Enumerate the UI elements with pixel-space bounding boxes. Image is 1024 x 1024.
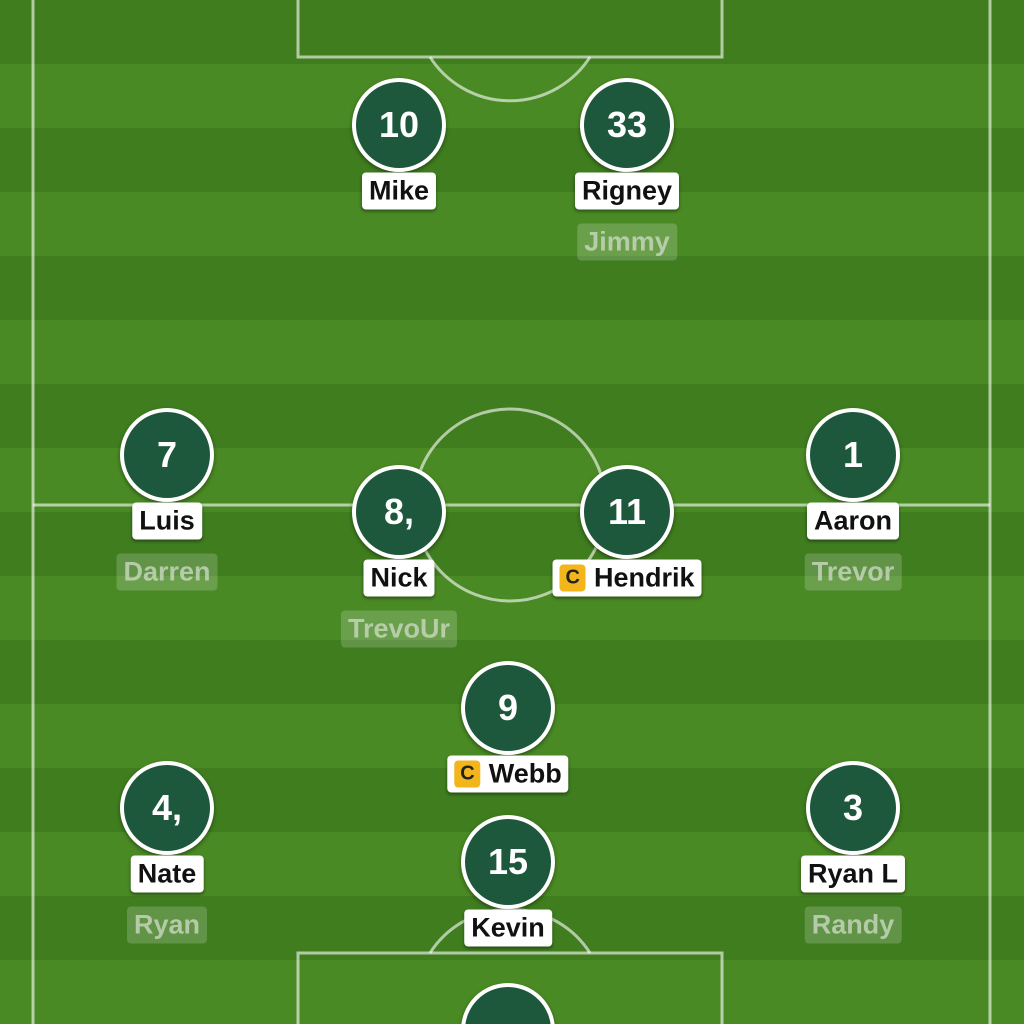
- name-text: Aaron: [813, 505, 893, 536]
- player-name: Luis: [132, 502, 202, 540]
- name-text: Rigney: [581, 175, 673, 206]
- player-number: 11: [580, 465, 674, 559]
- player-number: 9: [461, 661, 555, 755]
- name-text: Nate: [137, 858, 197, 889]
- substitute-name: Trevor: [804, 553, 902, 591]
- player-number: 10: [352, 78, 446, 172]
- penalty-box: [296, 0, 724, 59]
- player-name: Nick: [363, 559, 435, 597]
- player-number: 7: [120, 408, 214, 502]
- player-name: Rigney: [574, 172, 680, 210]
- name-text: Ryan L: [807, 858, 899, 889]
- player-number: 1: [806, 408, 900, 502]
- penalty-arc: [428, 907, 592, 954]
- player-name: Nate: [130, 855, 204, 893]
- name-text: Hendrik: [593, 562, 695, 593]
- player-name: Mike: [361, 172, 437, 210]
- name-text: Webb: [488, 758, 562, 789]
- player-number: 33: [580, 78, 674, 172]
- player-name: Ryan L: [800, 855, 906, 893]
- substitute-name: Jimmy: [577, 223, 677, 261]
- player-name: C Webb: [447, 755, 569, 793]
- captain-badge: C: [559, 564, 586, 592]
- player-number: 3: [806, 761, 900, 855]
- substitute-name: Darren: [116, 553, 218, 591]
- name-text: Luis: [139, 505, 195, 536]
- penalty-box: [296, 951, 724, 1024]
- name-text: Nick: [370, 562, 428, 593]
- substitute-name: Randy: [804, 906, 902, 944]
- name-text: Kevin: [471, 912, 545, 943]
- player-number: 8,: [352, 465, 446, 559]
- name-text: Mike: [368, 175, 430, 206]
- substitute-name: TrevoUr: [340, 610, 458, 648]
- captain-badge: C: [454, 760, 481, 788]
- substitute-name: Ryan: [126, 906, 208, 944]
- player-name: C Hendrik: [552, 559, 702, 597]
- player-number: 15: [461, 815, 555, 909]
- penalty-arc: [428, 56, 592, 103]
- player-number: 4,: [120, 761, 214, 855]
- player-name: Kevin: [464, 909, 552, 947]
- player-name: Aaron: [806, 502, 900, 540]
